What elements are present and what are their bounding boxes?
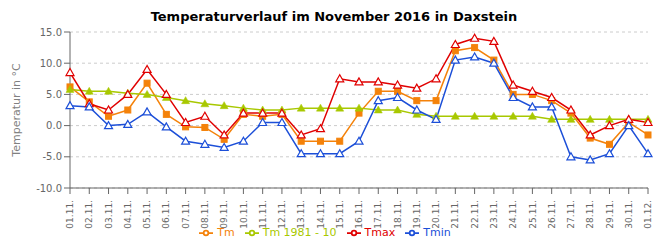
svg-text:14.11.: 14.11. bbox=[316, 200, 326, 229]
svg-text:09.11.: 09.11. bbox=[219, 200, 229, 229]
svg-text:29.11.: 29.11. bbox=[605, 200, 615, 229]
html-text:Tm 1981 - 10: Tm 1981 - 10 bbox=[262, 226, 337, 239]
svg-text:11.11.: 11.11. bbox=[258, 200, 268, 229]
svg-text:02.11.: 02.11. bbox=[84, 200, 94, 229]
svg-text:10.0: 10.0 bbox=[40, 58, 62, 69]
svg-text:-10.0: -10.0 bbox=[36, 183, 62, 194]
svg-text:13.11.: 13.11. bbox=[296, 200, 306, 229]
svg-text:17.11.: 17.11. bbox=[373, 200, 383, 229]
svg-text:10.11.: 10.11. bbox=[239, 200, 249, 229]
svg-text:07.11.: 07.11. bbox=[181, 200, 191, 229]
svg-text:05.11.: 05.11. bbox=[142, 200, 152, 229]
svg-text:27.11.: 27.11. bbox=[566, 200, 576, 229]
svg-text:01.12.: 01.12. bbox=[643, 200, 653, 229]
svg-text:24.11.: 24.11. bbox=[508, 200, 518, 229]
svg-text:15.11.: 15.11. bbox=[335, 200, 345, 229]
html-text:Temperaturverlauf im November: Temperaturverlauf im November 2016 in Da… bbox=[150, 9, 518, 24]
html-text:Tmin: Tmin bbox=[423, 226, 451, 239]
svg-text:23.11.: 23.11. bbox=[489, 200, 499, 229]
svg-text:19.11.: 19.11. bbox=[412, 200, 422, 229]
svg-text:Temperatur in °C: Temperatur in °C bbox=[10, 63, 23, 158]
html-text:Tm: Tm bbox=[217, 226, 235, 239]
svg-text:08.11.: 08.11. bbox=[200, 200, 210, 229]
svg-text:16.11.: 16.11. bbox=[354, 200, 364, 229]
svg-text:26.11.: 26.11. bbox=[547, 200, 557, 229]
svg-text:21.11.: 21.11. bbox=[450, 200, 460, 229]
svg-text:25.11.: 25.11. bbox=[528, 200, 538, 229]
svg-text:5.0: 5.0 bbox=[46, 89, 62, 100]
svg-text:04.11.: 04.11. bbox=[123, 200, 133, 229]
svg-text:20.11.: 20.11. bbox=[431, 200, 441, 229]
svg-text:30.11.: 30.11. bbox=[624, 200, 634, 229]
html-text:Tmax: Tmax bbox=[364, 226, 396, 239]
svg-text:01.11.: 01.11. bbox=[65, 200, 75, 229]
svg-text:22.11.: 22.11. bbox=[470, 200, 480, 229]
svg-text:0.0: 0.0 bbox=[46, 120, 62, 131]
svg-text:28.11.: 28.11. bbox=[585, 200, 595, 229]
svg-text:06.11.: 06.11. bbox=[161, 200, 171, 229]
svg-text:15.0: 15.0 bbox=[40, 27, 62, 38]
svg-text:-5.0: -5.0 bbox=[42, 151, 62, 162]
svg-text:12.11.: 12.11. bbox=[277, 200, 287, 229]
svg-text:03.11.: 03.11. bbox=[104, 200, 114, 229]
svg-text:18.11.: 18.11. bbox=[393, 200, 403, 229]
